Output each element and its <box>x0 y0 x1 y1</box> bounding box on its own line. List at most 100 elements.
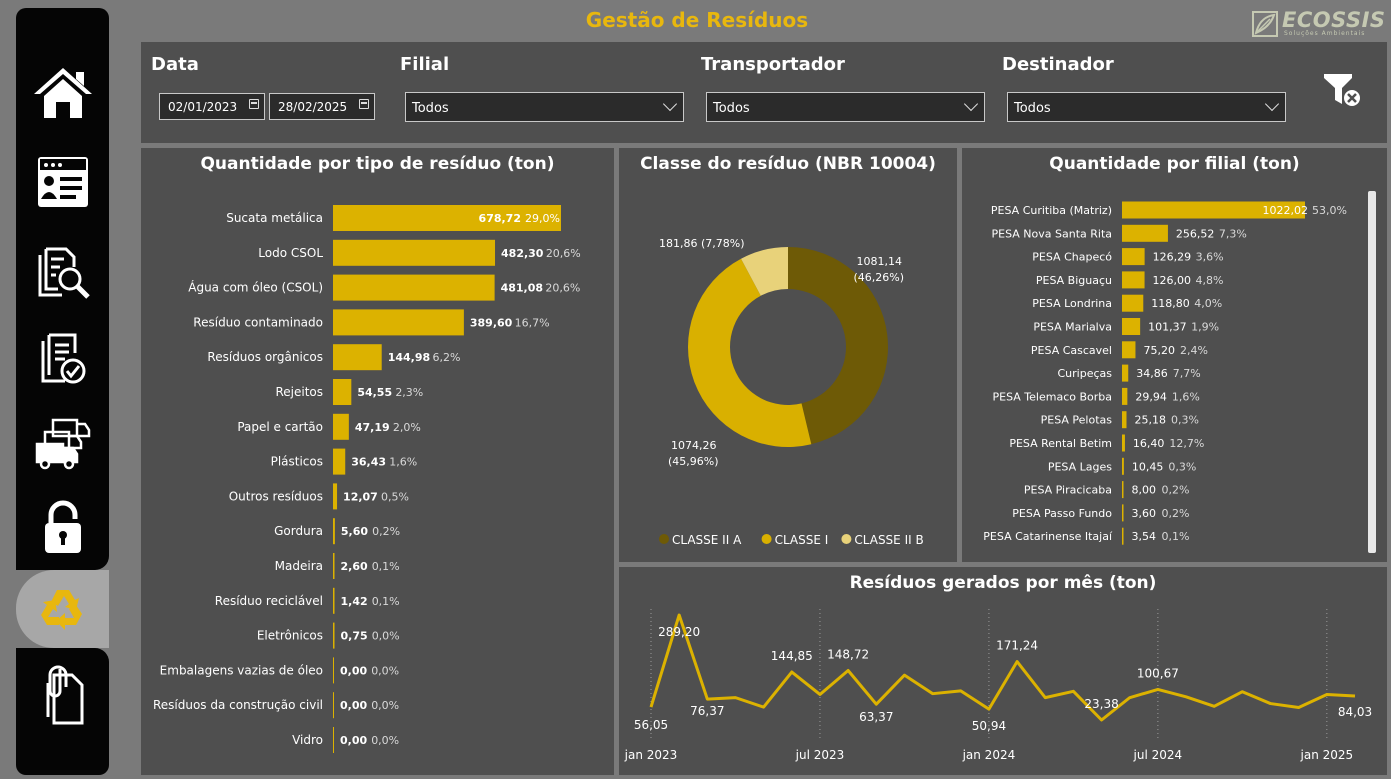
bar <box>333 518 335 545</box>
bar <box>1122 341 1136 359</box>
filial-select-value: Todos <box>412 101 449 116</box>
monthly-panel: Resíduos gerados por mês (ton) jan 2023 j… <box>619 567 1387 775</box>
data-label: 100,67 <box>1137 666 1179 680</box>
pct-label: 20,6% <box>546 247 581 260</box>
nav-item-transport[interactable] <box>16 408 109 480</box>
data-label: 29,94 <box>1135 390 1167 403</box>
category-label: Outros resíduos <box>229 489 323 503</box>
bar <box>333 239 496 266</box>
pct-label: 0,2% <box>372 525 400 538</box>
category-label: Vidro <box>292 733 323 747</box>
data-label: 289,20 <box>658 625 700 639</box>
data-label: 47,19 <box>355 421 390 434</box>
category-label: PESA Biguaçu <box>1036 274 1112 287</box>
bar <box>333 587 335 614</box>
data-label: 56,05 <box>634 718 668 732</box>
data-label: 50,94 <box>972 719 1006 733</box>
nav-item-security[interactable] <box>16 492 109 564</box>
x-tick-label: jul 2023 <box>795 748 845 762</box>
calendar-icon[interactable] <box>359 99 369 109</box>
data-label: 0,00 <box>340 664 367 677</box>
data-label: 389,60 <box>470 316 513 329</box>
data-label: 25,18 <box>1135 414 1167 427</box>
page-title: Gestão de Resíduos <box>585 8 809 32</box>
chevron-down-icon <box>1264 96 1280 112</box>
pct-label: 0,5% <box>381 490 409 503</box>
bar <box>1122 527 1124 545</box>
nav-item-check-docs[interactable] <box>16 324 109 396</box>
data-label: 1,42 <box>341 595 368 608</box>
x-tick-label: jan 2023 <box>624 748 678 762</box>
nav-item-registration[interactable] <box>16 146 109 218</box>
clear-filters-icon[interactable] <box>1322 70 1362 110</box>
pct-label: 0,1% <box>372 560 400 573</box>
transportador-select[interactable]: Todos <box>706 92 985 122</box>
pie-slice <box>788 247 888 445</box>
document-search-icon <box>38 247 90 299</box>
category-label: PESA Rental Betim <box>1009 437 1112 450</box>
waste-type-panel: Quantidade por tipo de resíduo (ton) Suc… <box>141 148 614 775</box>
bar <box>1122 224 1168 242</box>
bar <box>1122 318 1141 335</box>
lock-icon <box>44 500 81 553</box>
id-card-icon <box>37 157 88 207</box>
pct-label: 2,0% <box>393 421 421 434</box>
pct-label: 2,4% <box>1180 344 1208 357</box>
data-label: 482,30 <box>501 247 544 260</box>
filial-select[interactable]: Todos <box>405 92 684 122</box>
data-label: 126,29 <box>1153 251 1192 264</box>
nav-item-recycle[interactable] <box>16 570 109 648</box>
data-label: 54,55 <box>357 386 392 399</box>
bar <box>333 344 382 371</box>
nav-item-home[interactable] <box>16 56 109 128</box>
data-label: 10,45 <box>1132 460 1164 473</box>
data-label: 181,86 (7,78%) <box>659 237 745 250</box>
bar <box>333 205 561 231</box>
pct-label: 0,0% <box>371 734 399 747</box>
pct-label: 0,0% <box>371 664 399 677</box>
waste-class-title: Classe do resíduo (NBR 10004) <box>640 154 936 174</box>
bar <box>1122 248 1145 266</box>
legend-label: CLASSE II A <box>672 533 742 547</box>
pct-label: 0,1% <box>372 595 400 608</box>
legend-label: CLASSE I <box>775 533 829 547</box>
data-label: 1074,26 <box>671 439 717 452</box>
transportador-select-value: Todos <box>713 101 750 116</box>
category-label: Eletrônicos <box>257 629 323 643</box>
category-label: Sucata metálica <box>226 211 323 225</box>
branch-scrollbar[interactable] <box>1368 191 1376 553</box>
bar <box>1122 294 1144 312</box>
legend-label: CLASSE II B <box>854 533 923 547</box>
data-label: 36,43 <box>351 456 386 469</box>
data-label: 3,54 <box>1132 530 1157 543</box>
data-label: 5,60 <box>341 525 368 538</box>
category-label: PESA Chapecó <box>1032 251 1112 264</box>
monthly-title: Resíduos gerados por mês (ton) <box>849 573 1157 593</box>
category-label: PESA Londrina <box>1032 297 1112 310</box>
nav-item-search-docs[interactable] <box>16 236 109 308</box>
data-label: 8,00 <box>1132 484 1157 497</box>
category-label: Resíduo reciclável <box>215 594 323 608</box>
pct-label: 0,1% <box>1162 530 1190 543</box>
pct-label: 20,6% <box>545 282 580 295</box>
waste-type-title: Quantidade por tipo de resíduo (ton) <box>200 154 555 174</box>
destinador-select[interactable]: Todos <box>1007 92 1286 122</box>
pct-label: 0,2% <box>1162 507 1190 520</box>
pct-label: 3,6% <box>1196 251 1224 264</box>
category-label: PESA Marialva <box>1033 321 1112 334</box>
recycle-icon <box>40 590 82 630</box>
date-start-input[interactable]: 02/01/2023 <box>159 93 265 120</box>
legend-marker <box>761 534 772 544</box>
data-label: 678,72 <box>479 212 521 225</box>
pct-label: 12,7% <box>1169 437 1204 450</box>
date-end-input[interactable]: 28/02/2025 <box>269 93 375 120</box>
data-label: 118,80 <box>1151 297 1190 310</box>
calendar-icon[interactable] <box>249 99 259 109</box>
data-label: (46,26%) <box>853 271 904 284</box>
bar <box>333 448 346 475</box>
nav-item-documents[interactable] <box>16 660 109 732</box>
data-label: 256,52 <box>1176 227 1215 240</box>
category-label: Resíduos da construção civil <box>153 698 323 712</box>
category-label: Rejeitos <box>275 385 323 399</box>
data-label: 76,37 <box>690 704 724 718</box>
